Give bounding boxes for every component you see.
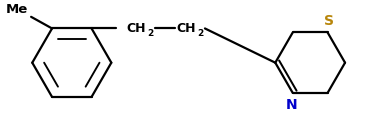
Text: CH: CH [127,22,146,35]
Text: Me: Me [6,3,28,16]
Text: S: S [324,14,334,28]
Text: 2: 2 [147,29,153,38]
Text: N: N [286,98,297,112]
Text: 2: 2 [197,29,203,38]
Text: CH: CH [176,22,196,35]
